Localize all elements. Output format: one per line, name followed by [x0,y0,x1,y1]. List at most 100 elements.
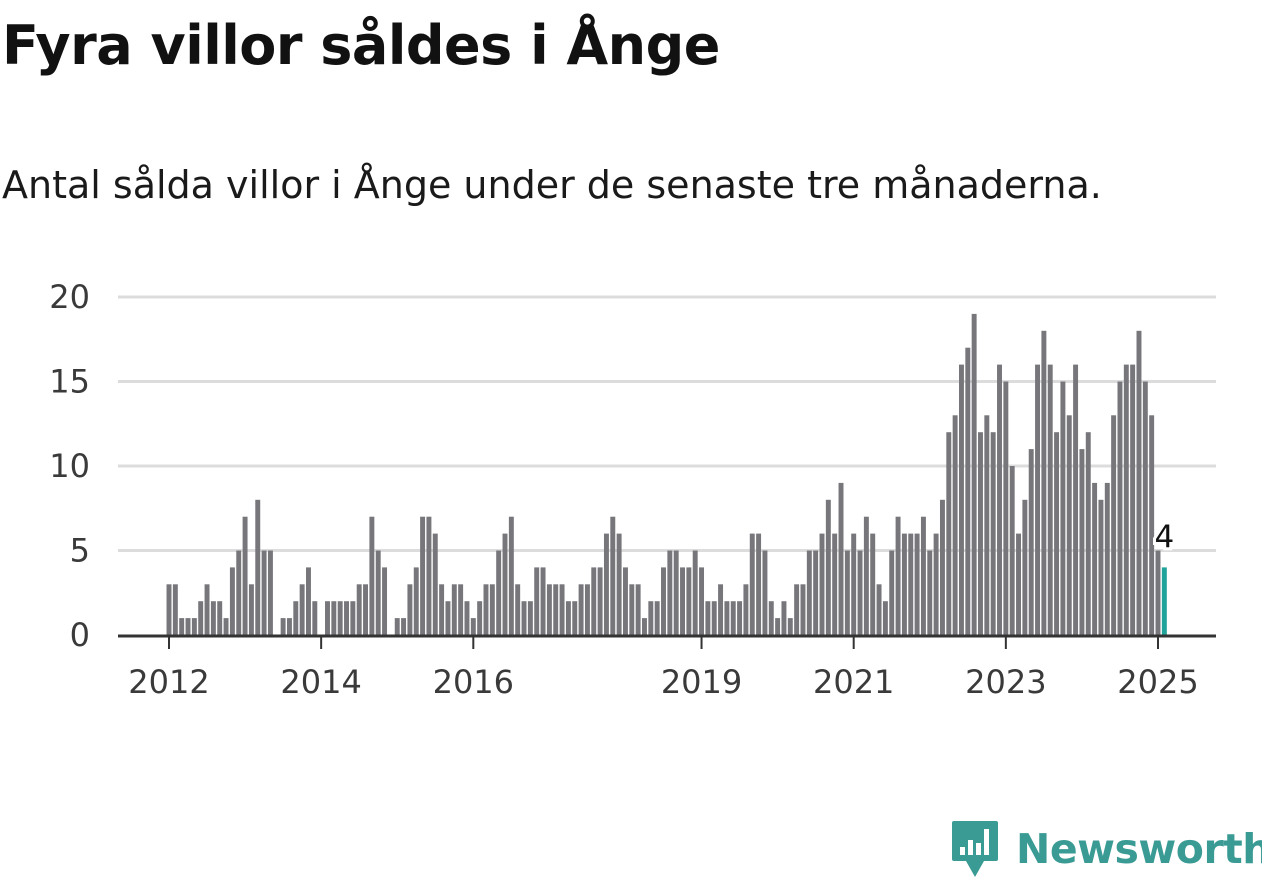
bar-chart: 0 5 10 15 20 2012 2014 2016 2019 2021 2023 2025 4 [49,278,1216,701]
bar [375,550,381,635]
bar [1028,449,1034,635]
bar [654,601,660,635]
bar [1016,533,1021,635]
bar [889,550,895,635]
bar [629,584,635,635]
bar [730,601,736,635]
bar [255,499,261,635]
bar [952,415,958,635]
bar [1130,364,1136,635]
highlight-bar [1161,567,1167,635]
bar [572,601,578,635]
bar [439,584,445,635]
bar [407,584,413,635]
chart-title: Fyra villor såldes i Ånge [2,14,720,77]
bar [1009,466,1015,635]
bar [217,601,223,635]
bar [851,533,857,635]
bar [908,533,914,635]
bar [1047,364,1053,635]
y-tick-label: 5 [70,532,90,570]
bar [1117,381,1123,635]
bar [1104,482,1110,635]
bar [1123,364,1129,635]
bar [356,584,362,635]
bar [553,584,559,635]
bar [800,584,806,635]
bar [223,618,229,635]
bar [584,584,590,635]
bar [515,584,521,635]
bar [185,618,191,635]
bar [382,567,388,635]
x-tick-label: 2019 [661,663,742,701]
bar [933,533,939,635]
bar [369,516,375,635]
bar [946,432,952,635]
bar [451,584,457,635]
bar [1092,482,1098,635]
bar [832,533,838,635]
bar [1003,381,1009,635]
bar [673,550,679,635]
bar [502,533,508,635]
bar [648,601,654,635]
bar [876,584,882,635]
bar [578,584,584,635]
bar [692,550,698,635]
bar [1022,499,1028,635]
bar [705,601,711,635]
bar [1079,449,1085,635]
bar [699,567,705,635]
bar [210,601,216,635]
bar [667,550,673,635]
bar [344,601,349,635]
bar [470,618,476,635]
bar [901,533,907,635]
bar [939,499,945,635]
bar [280,618,286,635]
bar [236,550,242,635]
bar [1098,499,1104,635]
bar [724,601,730,635]
bar [838,482,844,635]
bar [844,550,850,635]
bar [198,601,204,635]
bar [1035,364,1041,635]
bar [863,516,869,635]
bar [857,550,863,635]
bar [363,584,369,635]
bar [768,601,774,635]
x-tick-label: 2021 [813,663,894,701]
bar [622,567,628,635]
bar [597,567,603,635]
bar [496,550,502,635]
bar [997,364,1002,635]
bar [261,550,267,635]
bar [508,516,514,635]
bar [527,601,533,635]
bar [603,533,609,635]
bar [686,567,692,635]
bar [680,567,685,635]
bar [737,601,743,635]
bar [242,516,248,635]
bar [895,516,901,635]
bar [293,601,299,635]
bar [882,601,888,635]
bar [743,584,749,635]
chart-subtitle: Antal sålda villor i Ånge under de senas… [2,163,1102,207]
bar [267,550,273,635]
bar [413,567,419,635]
bar [534,567,540,635]
bar [806,550,812,635]
bar [642,618,647,635]
bar [337,601,343,635]
bar [978,432,983,635]
bar [819,533,825,635]
bar [325,601,330,635]
bar [870,533,876,635]
bar-chart-speech-bubble-icon [952,821,998,877]
bar [204,584,210,635]
x-tick-label: 2012 [128,663,209,701]
